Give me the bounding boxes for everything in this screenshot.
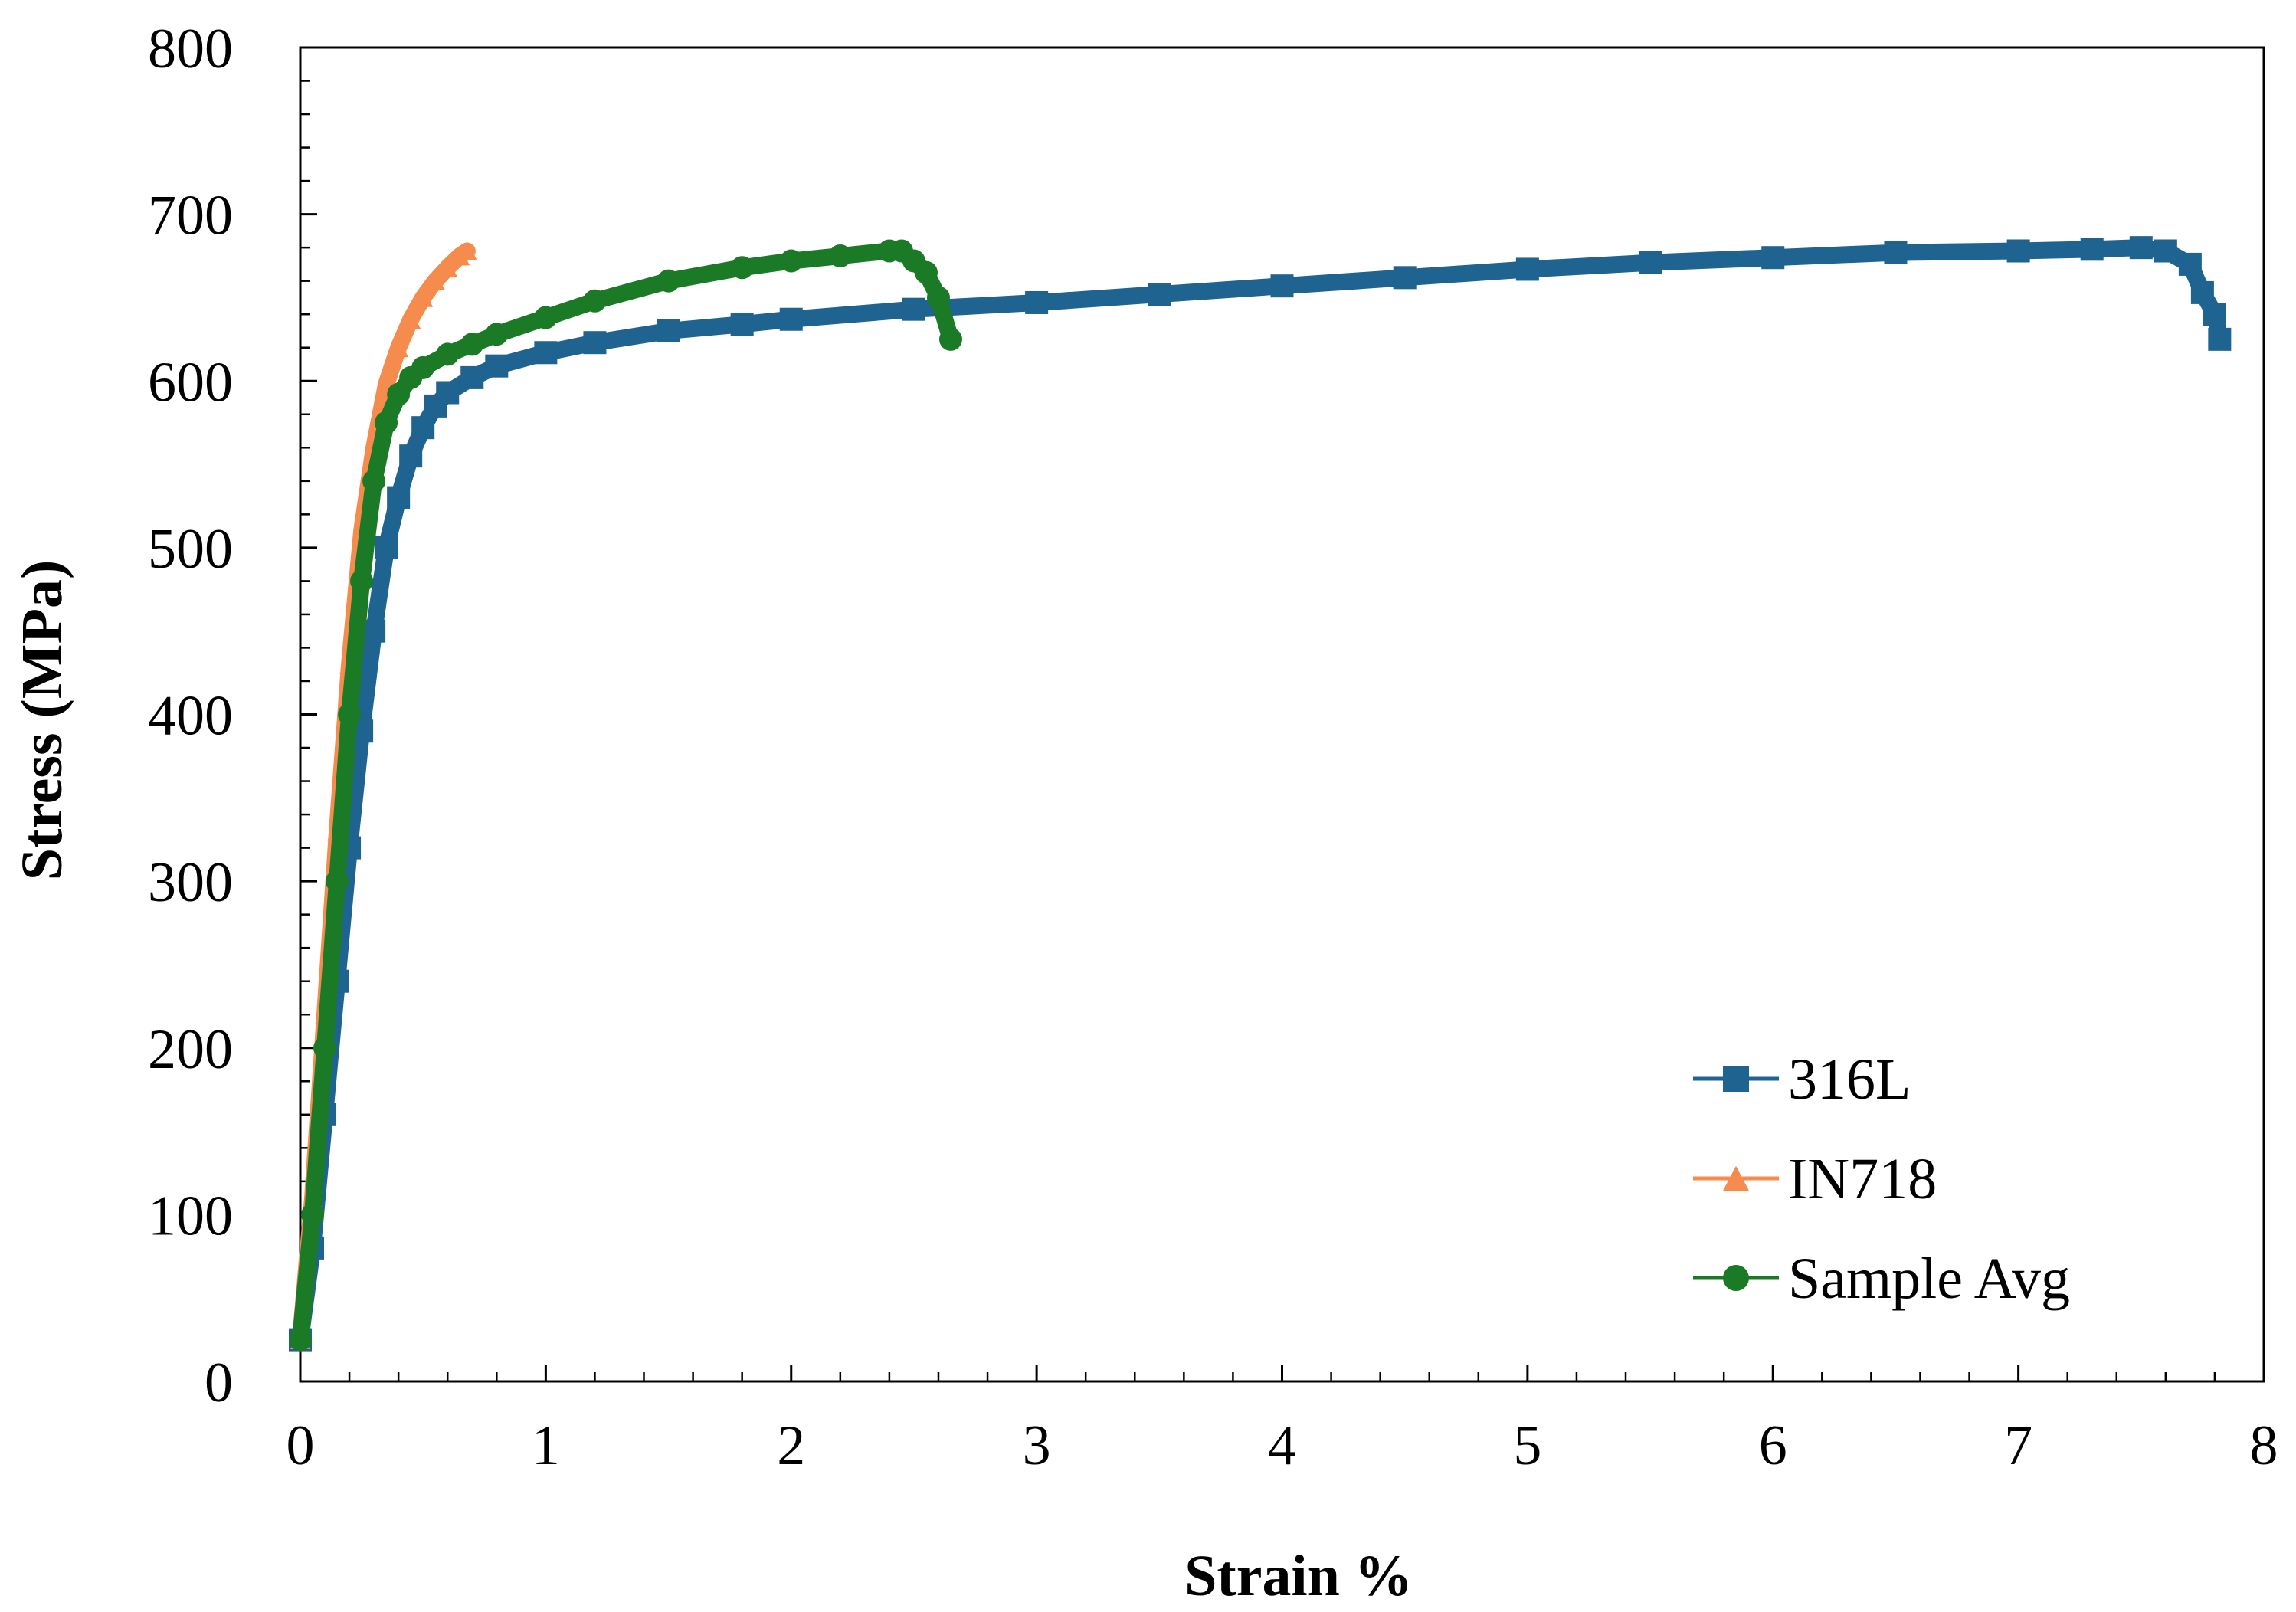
data-point-in718 bbox=[413, 288, 434, 307]
data-point-sample-avg bbox=[583, 289, 607, 313]
x-tick-label: 4 bbox=[1268, 1414, 1296, 1477]
data-point-316l bbox=[1025, 290, 1049, 314]
data-point-316l bbox=[485, 354, 509, 378]
data-point-sample-avg bbox=[534, 306, 558, 329]
data-point-316l bbox=[2208, 327, 2232, 351]
data-point-sample-avg bbox=[326, 870, 349, 893]
legend-item-sample-avg: Sample Avg bbox=[1693, 1247, 2070, 1311]
data-point-sample-avg bbox=[375, 411, 398, 434]
series-layer bbox=[289, 236, 2232, 1352]
y-tick-label: 0 bbox=[205, 1352, 233, 1414]
y-axis-ticks: 0 100 200 300 400 500 600 700 800 bbox=[148, 18, 317, 1414]
data-point-316l bbox=[1639, 251, 1662, 274]
data-point-sample-avg bbox=[350, 569, 374, 593]
legend-item-316l: 316L bbox=[1693, 1047, 1911, 1112]
data-point-sample-avg bbox=[460, 333, 484, 356]
y-tick-label: 300 bbox=[148, 851, 233, 914]
data-point-in718 bbox=[457, 241, 477, 260]
data-point-316l bbox=[1393, 266, 1417, 290]
data-point-sample-avg bbox=[914, 260, 938, 284]
data-point-316l bbox=[657, 319, 680, 342]
y-axis-title: Stress (MPa) bbox=[10, 560, 74, 881]
legend-marker-sample-avg bbox=[1723, 1265, 1749, 1291]
data-point-316l bbox=[1148, 283, 1171, 306]
data-point-316l bbox=[375, 536, 398, 559]
data-point-316l bbox=[2129, 236, 2153, 260]
legend: 316L IN718 Sample Avg bbox=[1693, 1047, 2070, 1311]
data-point-316l bbox=[2080, 238, 2104, 261]
data-point-316l bbox=[2190, 280, 2214, 304]
legend-item-in718: IN718 bbox=[1693, 1147, 1937, 1211]
data-point-316l bbox=[2178, 252, 2202, 276]
data-point-316l bbox=[1515, 257, 1539, 281]
data-point-316l bbox=[1884, 241, 1908, 264]
legend-label-in718: IN718 bbox=[1788, 1147, 1937, 1211]
data-point-sample-avg bbox=[926, 286, 950, 310]
x-tick-label: 8 bbox=[2250, 1414, 2278, 1477]
data-point-316l bbox=[436, 381, 460, 405]
y-tick-label: 400 bbox=[148, 685, 233, 748]
data-point-sample-avg bbox=[313, 1036, 337, 1060]
x-tick-label: 3 bbox=[1023, 1414, 1051, 1477]
data-point-316l bbox=[1761, 246, 1785, 270]
data-point-sample-avg bbox=[938, 327, 962, 351]
data-point-316l bbox=[411, 416, 435, 440]
x-axis-title: Strain % bbox=[1184, 1544, 1413, 1608]
y-tick-label: 800 bbox=[148, 18, 233, 80]
data-point-sample-avg bbox=[779, 249, 803, 273]
data-point-316l bbox=[534, 341, 558, 365]
x-tick-label: 7 bbox=[2004, 1414, 2032, 1477]
legend-label-316l: 316L bbox=[1788, 1047, 1911, 1112]
data-point-316l bbox=[387, 486, 411, 509]
data-point-316l bbox=[902, 297, 925, 321]
series-sample-avg bbox=[289, 239, 962, 1352]
data-point-316l bbox=[2154, 239, 2177, 263]
data-point-in718 bbox=[437, 257, 458, 277]
data-point-in718 bbox=[401, 310, 421, 329]
data-point-316l bbox=[779, 307, 803, 331]
data-point-sample-avg bbox=[436, 342, 460, 366]
data-point-316l bbox=[399, 444, 423, 468]
data-point-316l bbox=[2203, 303, 2226, 326]
data-point-316l bbox=[460, 365, 484, 389]
legend-marker-in718 bbox=[1723, 1165, 1749, 1191]
y-tick-label: 500 bbox=[148, 518, 233, 581]
legend-label-sample-avg: Sample Avg bbox=[1788, 1247, 2070, 1311]
legend-marker-316l bbox=[1723, 1066, 1749, 1092]
data-point-316l bbox=[1270, 274, 1294, 298]
y-tick-label: 700 bbox=[148, 185, 233, 247]
data-point-in718 bbox=[425, 271, 446, 291]
x-tick-label: 2 bbox=[777, 1414, 805, 1477]
x-tick-label: 1 bbox=[532, 1414, 560, 1477]
y-tick-label: 600 bbox=[148, 351, 233, 414]
data-point-316l bbox=[2006, 239, 2030, 263]
data-point-316l bbox=[362, 619, 386, 643]
x-tick-label: 5 bbox=[1513, 1414, 1541, 1477]
data-point-sample-avg bbox=[362, 469, 386, 493]
data-point-sample-avg bbox=[387, 382, 411, 406]
data-point-316l bbox=[730, 313, 754, 336]
x-tick-label: 0 bbox=[287, 1414, 315, 1477]
data-point-316l bbox=[583, 331, 607, 355]
y-tick-label: 200 bbox=[148, 1018, 233, 1081]
x-axis-ticks: 0 1 2 3 4 5 6 7 8 bbox=[287, 1365, 2278, 1477]
data-point-sample-avg bbox=[301, 1203, 325, 1227]
data-point-sample-avg bbox=[338, 703, 362, 726]
data-point-sample-avg bbox=[485, 323, 509, 346]
y-tick-label: 100 bbox=[148, 1184, 233, 1247]
data-point-sample-avg bbox=[828, 244, 852, 268]
data-point-sample-avg bbox=[289, 1328, 312, 1352]
data-point-sample-avg bbox=[411, 355, 435, 379]
x-tick-label: 6 bbox=[1759, 1414, 1787, 1477]
data-point-sample-avg bbox=[657, 269, 680, 293]
data-point-sample-avg bbox=[730, 256, 754, 280]
data-point-in718 bbox=[388, 338, 409, 358]
